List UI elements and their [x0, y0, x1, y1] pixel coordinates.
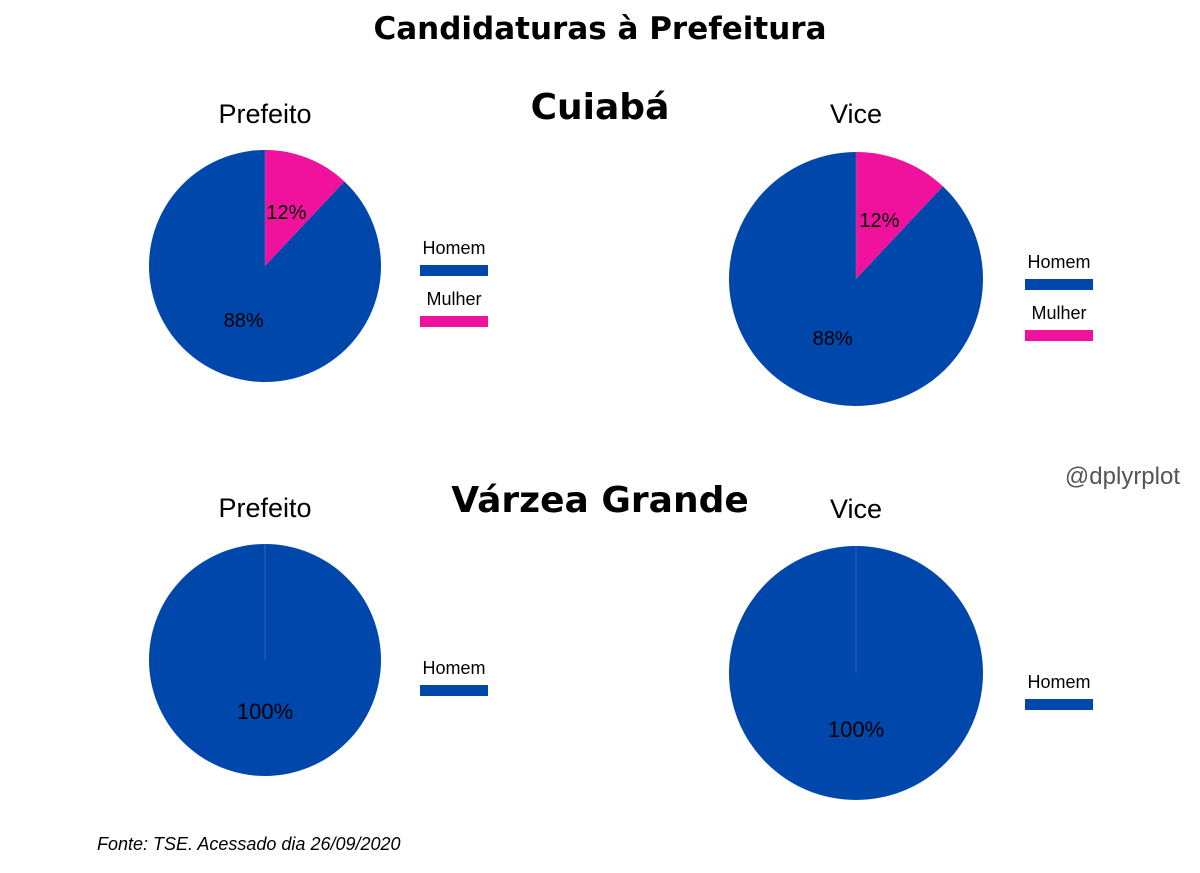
pie-charts: Prefeito 12% 88% Homem Mulher Vice 12% 88% Homem… — [149, 99, 1093, 800]
pie-label-varzea-grande-prefeito-homem: 100% — [237, 699, 293, 724]
legend-swatch-cuiaba-prefeito-homem — [420, 265, 488, 276]
legend-cuiaba-prefeito: Homem Mulher — [420, 238, 488, 327]
pie-label-varzea-grande-vice-homem: 100% — [828, 717, 884, 742]
pie-label-cuiaba-vice-mulher: 12% — [859, 210, 899, 232]
legend-label-varzea-grande-prefeito-homem: Homem — [422, 658, 485, 678]
pie-title-varzea-grande-vice: Vice — [830, 494, 882, 524]
legend-cuiaba-vice: Homem Mulher — [1025, 252, 1093, 341]
legend-varzea-grande-prefeito: Homem — [420, 658, 488, 696]
legend-label-cuiaba-prefeito-mulher: Mulher — [426, 289, 481, 309]
section-title-cuiaba: Cuiabá — [531, 87, 670, 128]
pie-cuiaba-prefeito: Prefeito 12% 88% Homem Mulher — [149, 99, 488, 382]
source-note: Fonte: TSE. Acessado dia 26/09/2020 — [97, 834, 401, 854]
pie-slice-cuiaba-prefeito-mulher — [265, 150, 345, 266]
pie-title-varzea-grande-prefeito: Prefeito — [218, 493, 311, 523]
legend-label-cuiaba-vice-homem: Homem — [1027, 252, 1090, 272]
legend-swatch-cuiaba-vice-mulher — [1025, 330, 1093, 341]
watermark: @dplyrplot — [1065, 463, 1180, 490]
legend-swatch-cuiaba-prefeito-mulher — [420, 316, 488, 327]
legend-label-varzea-grande-vice-homem: Homem — [1027, 672, 1090, 692]
pie-varzea-grande-prefeito: Prefeito 100% Homem — [149, 493, 488, 776]
pie-slice-cuiaba-vice-mulher — [856, 152, 943, 279]
legend-swatch-varzea-grande-prefeito-homem — [420, 685, 488, 696]
pie-label-cuiaba-prefeito-homem: 88% — [224, 310, 264, 332]
pie-label-cuiaba-prefeito-mulher: 12% — [266, 202, 306, 224]
section-title-varzea-grande: Várzea Grande — [451, 480, 749, 521]
legend-swatch-varzea-grande-vice-homem — [1025, 699, 1093, 710]
legend-label-cuiaba-vice-mulher: Mulher — [1031, 303, 1086, 323]
pie-title-cuiaba-prefeito: Prefeito — [218, 99, 311, 129]
legend-swatch-cuiaba-vice-homem — [1025, 279, 1093, 290]
pie-label-cuiaba-vice-homem: 88% — [813, 328, 853, 350]
legend-varzea-grande-vice: Homem — [1025, 672, 1093, 710]
pie-varzea-grande-vice: Vice 100% Homem — [729, 494, 1093, 800]
pie-cuiaba-vice: Vice 12% 88% Homem Mulher — [728, 99, 1093, 406]
pie-title-cuiaba-vice: Vice — [830, 99, 882, 129]
figure-title: Candidaturas à Prefeitura — [374, 11, 827, 47]
legend-label-cuiaba-prefeito-homem: Homem — [422, 238, 485, 258]
